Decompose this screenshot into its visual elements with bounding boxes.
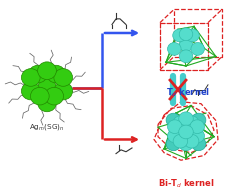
Circle shape	[191, 137, 206, 151]
Circle shape	[179, 28, 193, 41]
Circle shape	[173, 134, 188, 148]
Circle shape	[29, 65, 47, 83]
Circle shape	[179, 125, 193, 139]
Circle shape	[38, 94, 56, 112]
Circle shape	[179, 39, 193, 52]
Circle shape	[166, 137, 181, 151]
Circle shape	[184, 134, 199, 148]
Circle shape	[21, 69, 40, 86]
Circle shape	[167, 129, 182, 143]
Circle shape	[179, 137, 193, 151]
Text: Bi-T$_d$ kernel: Bi-T$_d$ kernel	[158, 177, 214, 189]
Circle shape	[38, 62, 56, 80]
Circle shape	[190, 129, 204, 143]
Circle shape	[167, 120, 182, 134]
Circle shape	[47, 65, 65, 83]
Circle shape	[179, 50, 193, 63]
Circle shape	[179, 125, 193, 139]
Circle shape	[45, 87, 64, 105]
Circle shape	[54, 69, 73, 86]
Circle shape	[173, 116, 188, 130]
Circle shape	[186, 29, 199, 42]
Circle shape	[191, 113, 206, 127]
Circle shape	[173, 29, 186, 42]
Text: T$_d$ kernel: T$_d$ kernel	[166, 86, 210, 99]
Circle shape	[167, 43, 181, 55]
Circle shape	[38, 79, 56, 96]
Circle shape	[21, 82, 40, 100]
Circle shape	[190, 120, 204, 134]
Circle shape	[54, 82, 73, 100]
Text: Ag$_{m}$(SG)$_n$: Ag$_{m}$(SG)$_n$	[29, 122, 65, 132]
Circle shape	[30, 87, 49, 105]
Circle shape	[179, 112, 193, 126]
Circle shape	[191, 43, 204, 55]
Circle shape	[166, 113, 181, 127]
Circle shape	[184, 116, 199, 130]
